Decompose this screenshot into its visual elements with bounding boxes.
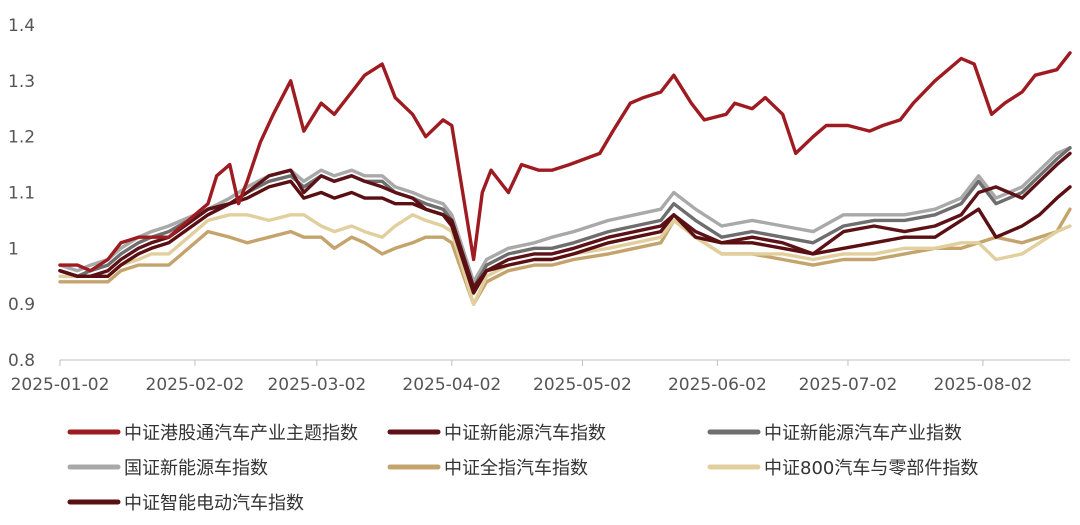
x-axis: 2025-01-02 2025-02-02 2025-03-02 2025-04-02… bbox=[11, 359, 1070, 395]
y-tick-label: 1 bbox=[8, 239, 19, 259]
x-tick-label: 2025-04-02 bbox=[402, 375, 501, 395]
series-line-3 bbox=[58, 146, 1072, 290]
series-line-7 bbox=[58, 179, 1072, 295]
y-tick-label: 0.9 bbox=[8, 295, 35, 315]
y-axis: 0.8 0.9 1 1.1 1.2 1.3 1.4 bbox=[8, 16, 35, 371]
x-tick-label: 2025-05-02 bbox=[533, 375, 632, 395]
legend-label-6: 中证800汽车与零部件指数 bbox=[764, 458, 978, 479]
x-tick-label: 2025-07-02 bbox=[799, 375, 898, 395]
legend-label-2: 中证新能源汽车指数 bbox=[444, 423, 606, 444]
x-tick-label: 2025-06-02 bbox=[668, 375, 767, 395]
x-tick-label: 2025-02-02 bbox=[146, 375, 245, 395]
series-line-6 bbox=[58, 213, 1072, 306]
series-line-1 bbox=[58, 51, 1072, 273]
x-tick-label: 2025-03-02 bbox=[267, 375, 366, 395]
plot-lines bbox=[58, 51, 1072, 306]
legend-label-4: 国证新能源车指数 bbox=[124, 458, 268, 479]
legend-label-3: 中证新能源汽车产业指数 bbox=[764, 423, 962, 444]
x-tick-label: 2025-01-02 bbox=[11, 375, 110, 395]
legend: 中证港股通汽车产业主题指数 中证新能源汽车指数 中证新能源汽车产业指数国证新能源车指… bbox=[67, 423, 978, 514]
x-tick-label: 2025-08-02 bbox=[934, 375, 1033, 395]
legend-label-1: 中证港股通汽车产业主题指数 bbox=[124, 423, 358, 444]
y-tick-label: 1.3 bbox=[8, 72, 35, 92]
legend-label-5: 中证全指汽车指数 bbox=[444, 458, 588, 479]
y-tick-label: 1.1 bbox=[8, 184, 35, 204]
y-tick-label: 1.2 bbox=[8, 128, 35, 148]
legend-label-7: 中证智能电动汽车指数 bbox=[124, 493, 304, 514]
y-tick-label: 0.8 bbox=[8, 351, 35, 371]
y-tick-label: 1.4 bbox=[8, 16, 35, 36]
